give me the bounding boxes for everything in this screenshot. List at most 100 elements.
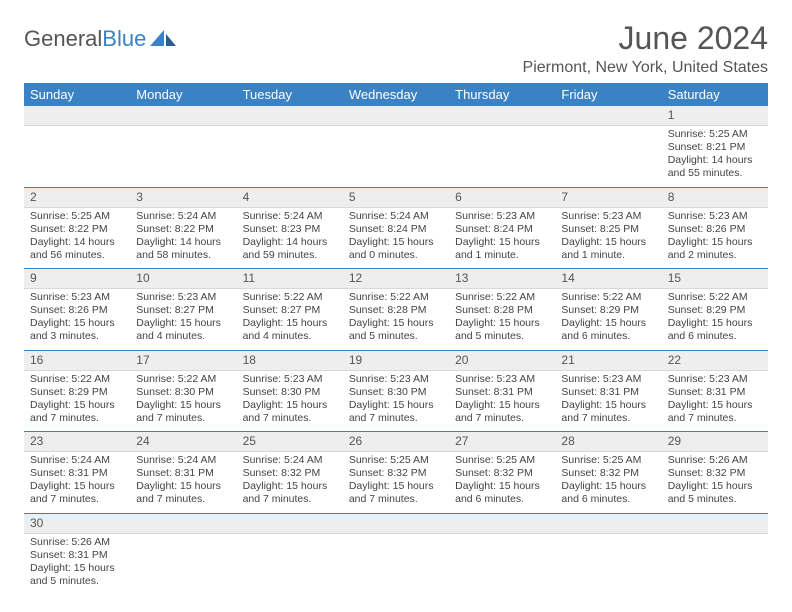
- day-details: Sunrise: 5:23 AMSunset: 8:25 PMDaylight:…: [559, 210, 657, 263]
- day-sunrise: Sunrise: 5:24 AM: [136, 210, 230, 223]
- day-sunrise: Sunrise: 5:24 AM: [243, 210, 337, 223]
- day-daylight: Daylight: 15 hours and 7 minutes.: [243, 480, 337, 506]
- day-header: Saturday: [662, 83, 768, 106]
- day-sunset: Sunset: 8:26 PM: [30, 304, 124, 317]
- day-sunrise: Sunrise: 5:23 AM: [136, 291, 230, 304]
- calendar-day-cell: 23 Sunrise: 5:24 AMSunset: 8:31 PMDayligh…: [24, 432, 130, 514]
- day-details: Sunrise: 5:24 AMSunset: 8:32 PMDaylight:…: [241, 454, 339, 507]
- calendar-day-cell: 14Sunrise: 5:22 AMSunset: 8:29 PMDayligh…: [555, 269, 661, 351]
- day-sunrise: Sunrise: 5:22 AM: [243, 291, 337, 304]
- calendar-day-cell: 24Sunrise: 5:24 AMSunset: 8:31 PMDayligh…: [130, 432, 236, 514]
- day-sunset: Sunset: 8:30 PM: [136, 386, 230, 399]
- day-sunrise: Sunrise: 5:24 AM: [243, 454, 337, 467]
- day-daylight: Daylight: 15 hours and 5 minutes.: [30, 562, 124, 588]
- day-number: 25: [237, 432, 343, 452]
- day-sunrise: Sunrise: 5:23 AM: [561, 210, 655, 223]
- day-number: 30: [24, 514, 130, 534]
- logo-word-1: General: [24, 26, 102, 52]
- day-sunrise: Sunrise: 5:22 AM: [561, 291, 655, 304]
- day-number-empty: [130, 514, 236, 534]
- calendar-day-cell: 6Sunrise: 5:23 AMSunset: 8:24 PMDaylight…: [449, 187, 555, 269]
- day-details: Sunrise: 5:26 AMSunset: 8:31 PMDaylight:…: [28, 536, 126, 589]
- calendar-day-cell: [449, 106, 555, 187]
- day-number-empty: [449, 106, 555, 126]
- day-daylight: Daylight: 15 hours and 7 minutes.: [668, 399, 762, 425]
- day-sunset: Sunset: 8:24 PM: [349, 223, 443, 236]
- day-number: 19: [343, 351, 449, 371]
- day-details: Sunrise: 5:23 AMSunset: 8:26 PMDaylight:…: [28, 291, 126, 344]
- day-sunrise: Sunrise: 5:23 AM: [455, 373, 549, 386]
- day-daylight: Daylight: 15 hours and 4 minutes.: [136, 317, 230, 343]
- day-details: Sunrise: 5:25 AMSunset: 8:32 PMDaylight:…: [559, 454, 657, 507]
- day-daylight: Daylight: 15 hours and 1 minute.: [561, 236, 655, 262]
- day-daylight: Daylight: 15 hours and 5 minutes.: [455, 317, 549, 343]
- day-details: Sunrise: 5:24 AMSunset: 8:22 PMDaylight:…: [134, 210, 232, 263]
- day-number: 15: [662, 269, 768, 289]
- calendar-day-cell: [555, 106, 661, 187]
- day-daylight: Daylight: 15 hours and 7 minutes.: [30, 480, 124, 506]
- day-number: 23: [24, 432, 130, 452]
- day-sunset: Sunset: 8:24 PM: [455, 223, 549, 236]
- day-number: 6: [449, 188, 555, 208]
- day-details: Sunrise: 5:26 AMSunset: 8:32 PMDaylight:…: [666, 454, 764, 507]
- day-sunrise: Sunrise: 5:23 AM: [243, 373, 337, 386]
- page-header: GeneralBlue June 2024 Piermont, New York…: [24, 20, 768, 77]
- day-sunrise: Sunrise: 5:23 AM: [30, 291, 124, 304]
- day-header: Tuesday: [237, 83, 343, 106]
- day-sunset: Sunset: 8:32 PM: [243, 467, 337, 480]
- day-sunset: Sunset: 8:22 PM: [136, 223, 230, 236]
- day-sunset: Sunset: 8:29 PM: [561, 304, 655, 317]
- day-daylight: Daylight: 15 hours and 7 minutes.: [455, 399, 549, 425]
- day-details: Sunrise: 5:24 AMSunset: 8:24 PMDaylight:…: [347, 210, 445, 263]
- day-header: Thursday: [449, 83, 555, 106]
- day-details: Sunrise: 5:23 AMSunset: 8:27 PMDaylight:…: [134, 291, 232, 344]
- day-details: Sunrise: 5:23 AMSunset: 8:24 PMDaylight:…: [453, 210, 551, 263]
- calendar-day-cell: [555, 513, 661, 594]
- day-daylight: Daylight: 15 hours and 7 minutes.: [561, 399, 655, 425]
- location-text: Piermont, New York, United States: [523, 59, 768, 77]
- day-daylight: Daylight: 15 hours and 7 minutes.: [243, 399, 337, 425]
- calendar-day-cell: [130, 106, 236, 187]
- day-sunset: Sunset: 8:31 PM: [30, 549, 124, 562]
- logo-word-2: Blue: [102, 26, 146, 52]
- day-sunrise: Sunrise: 5:23 AM: [349, 373, 443, 386]
- day-number: 21: [555, 351, 661, 371]
- day-sunrise: Sunrise: 5:23 AM: [668, 373, 762, 386]
- day-header-row: SundayMondayTuesdayWednesdayThursdayFrid…: [24, 83, 768, 106]
- day-sunset: Sunset: 8:31 PM: [30, 467, 124, 480]
- day-number-empty: [24, 106, 130, 126]
- day-sunrise: Sunrise: 5:24 AM: [30, 454, 124, 467]
- day-sunset: Sunset: 8:31 PM: [455, 386, 549, 399]
- day-sunset: Sunset: 8:30 PM: [243, 386, 337, 399]
- day-sunrise: Sunrise: 5:23 AM: [668, 210, 762, 223]
- day-daylight: Daylight: 15 hours and 4 minutes.: [243, 317, 337, 343]
- calendar-day-cell: 15Sunrise: 5:22 AMSunset: 8:29 PMDayligh…: [662, 269, 768, 351]
- day-number: 27: [449, 432, 555, 452]
- day-number-empty: [343, 106, 449, 126]
- day-number-empty: [449, 514, 555, 534]
- day-number: 10: [130, 269, 236, 289]
- day-sunrise: Sunrise: 5:24 AM: [349, 210, 443, 223]
- day-details: Sunrise: 5:22 AMSunset: 8:29 PMDaylight:…: [559, 291, 657, 344]
- calendar-week-row: 30Sunrise: 5:26 AMSunset: 8:31 PMDayligh…: [24, 513, 768, 594]
- day-details: Sunrise: 5:22 AMSunset: 8:29 PMDaylight:…: [28, 373, 126, 426]
- day-sunset: Sunset: 8:31 PM: [561, 386, 655, 399]
- day-sunrise: Sunrise: 5:25 AM: [30, 210, 124, 223]
- calendar-table: SundayMondayTuesdayWednesdayThursdayFrid…: [24, 83, 768, 594]
- day-header: Sunday: [24, 83, 130, 106]
- day-number-empty: [555, 106, 661, 126]
- day-number: 12: [343, 269, 449, 289]
- calendar-day-cell: 16Sunrise: 5:22 AMSunset: 8:29 PMDayligh…: [24, 350, 130, 432]
- day-number: 4: [237, 188, 343, 208]
- calendar-day-cell: 13Sunrise: 5:22 AMSunset: 8:28 PMDayligh…: [449, 269, 555, 351]
- calendar-day-cell: 3Sunrise: 5:24 AMSunset: 8:22 PMDaylight…: [130, 187, 236, 269]
- day-details: Sunrise: 5:23 AMSunset: 8:31 PMDaylight:…: [666, 373, 764, 426]
- day-daylight: Daylight: 15 hours and 6 minutes.: [561, 480, 655, 506]
- calendar-day-cell: 30Sunrise: 5:26 AMSunset: 8:31 PMDayligh…: [24, 513, 130, 594]
- day-daylight: Daylight: 14 hours and 58 minutes.: [136, 236, 230, 262]
- day-daylight: Daylight: 15 hours and 3 minutes.: [30, 317, 124, 343]
- day-daylight: Daylight: 14 hours and 56 minutes.: [30, 236, 124, 262]
- day-sunrise: Sunrise: 5:25 AM: [455, 454, 549, 467]
- calendar-day-cell: 8Sunrise: 5:23 AMSunset: 8:26 PMDaylight…: [662, 187, 768, 269]
- day-sunrise: Sunrise: 5:26 AM: [668, 454, 762, 467]
